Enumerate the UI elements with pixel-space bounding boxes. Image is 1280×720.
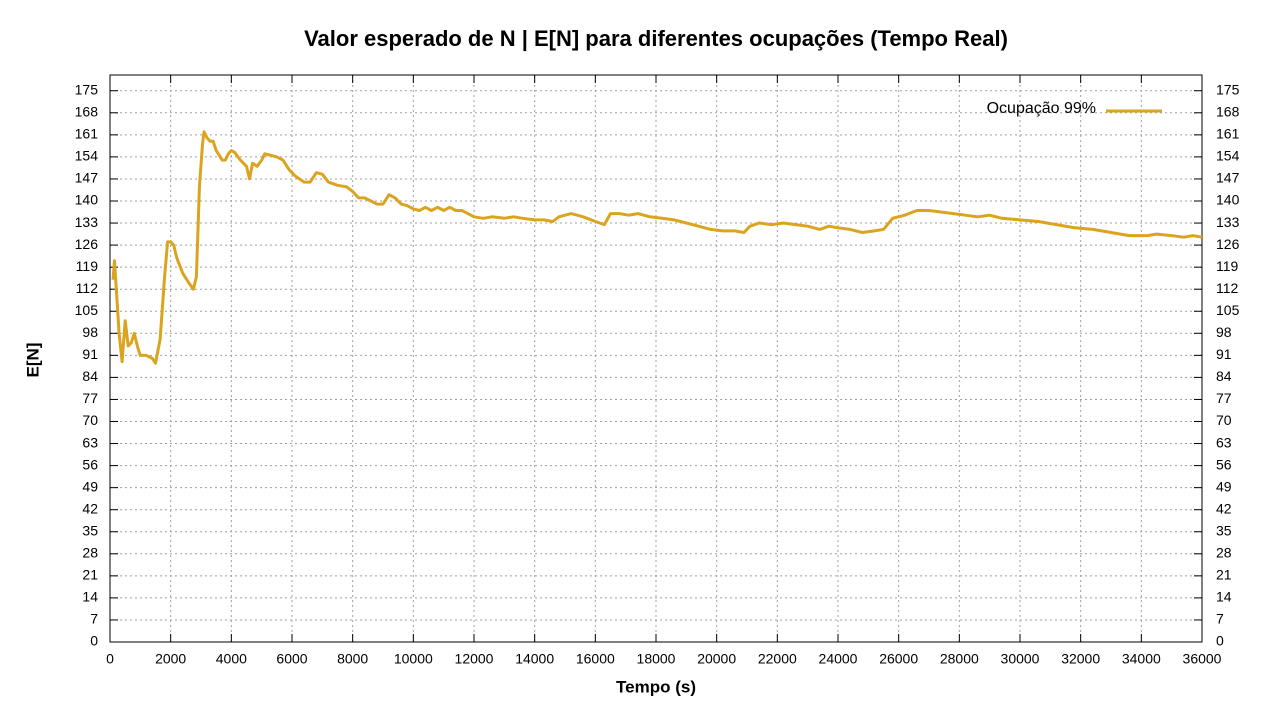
y2-tick-label: 133: [1216, 214, 1240, 230]
x-tick-label: 8000: [337, 651, 368, 667]
y-tick-label: 84: [82, 368, 98, 384]
y-tick-label: 77: [82, 390, 98, 406]
y2-tick-label: 98: [1216, 324, 1232, 340]
y2-tick-label: 42: [1216, 500, 1232, 516]
y2-tick-label: 77: [1216, 390, 1232, 406]
x-axis-label: Tempo (s): [616, 677, 696, 696]
y2-tick-label: 7: [1216, 611, 1224, 627]
x-tick-label: 2000: [155, 651, 186, 667]
chart-title: Valor esperado de N | E[N] para diferent…: [304, 26, 1008, 51]
y-tick-label: 35: [82, 522, 98, 538]
y2-tick-label: 112: [1216, 280, 1239, 296]
y2-tick-label: 28: [1216, 545, 1232, 561]
y2-tick-label: 126: [1216, 236, 1240, 252]
x-tick-label: 6000: [276, 651, 307, 667]
y2-tick-label: 63: [1216, 434, 1232, 450]
legend-label: Ocupação 99%: [987, 100, 1096, 117]
x-tick-label: 26000: [879, 651, 918, 667]
y-tick-label: 161: [75, 126, 99, 142]
y2-tick-label: 21: [1216, 567, 1232, 583]
x-tick-label: 22000: [758, 651, 797, 667]
x-tick-label: 0: [106, 651, 114, 667]
y-tick-label: 98: [82, 324, 98, 340]
x-tick-label: 16000: [576, 651, 615, 667]
y2-tick-label: 105: [1216, 302, 1240, 318]
x-tick-label: 24000: [819, 651, 858, 667]
x-tick-label: 12000: [455, 651, 494, 667]
x-tick-label: 28000: [940, 651, 979, 667]
x-tick-label: 14000: [515, 651, 554, 667]
y-axis-label: E[N]: [23, 343, 42, 378]
y-tick-label: 175: [75, 81, 99, 97]
y2-tick-label: 84: [1216, 368, 1232, 384]
y-tick-label: 168: [75, 104, 99, 120]
y2-tick-label: 14: [1216, 589, 1232, 605]
y-tick-label: 133: [75, 214, 99, 230]
y-tick-label: 14: [82, 589, 98, 605]
y2-tick-label: 119: [1216, 258, 1239, 274]
y-tick-label: 56: [82, 456, 98, 472]
y2-tick-label: 49: [1216, 478, 1232, 494]
y-tick-label: 49: [82, 478, 98, 494]
y2-tick-label: 70: [1216, 412, 1232, 428]
y-tick-label: 70: [82, 412, 98, 428]
x-tick-label: 18000: [637, 651, 676, 667]
y-tick-label: 91: [82, 346, 98, 362]
y-tick-label: 140: [75, 192, 99, 208]
x-tick-label: 36000: [1183, 651, 1222, 667]
y-tick-label: 7: [90, 611, 98, 627]
y-tick-label: 112: [76, 280, 99, 296]
x-tick-label: 34000: [1122, 651, 1161, 667]
y-tick-label: 147: [75, 170, 99, 186]
y-tick-label: 42: [82, 500, 98, 516]
y-tick-label: 126: [75, 236, 99, 252]
y2-tick-label: 175: [1216, 81, 1240, 97]
y2-tick-label: 168: [1216, 104, 1240, 120]
y2-tick-label: 0: [1216, 633, 1224, 649]
y-tick-label: 28: [82, 545, 98, 561]
x-tick-label: 32000: [1061, 651, 1100, 667]
y2-tick-label: 147: [1216, 170, 1240, 186]
y2-tick-label: 35: [1216, 522, 1232, 538]
y2-tick-label: 91: [1216, 346, 1232, 362]
plot-frame: [109, 74, 1203, 643]
y2-tick-label: 154: [1216, 148, 1240, 164]
y-tick-label: 63: [82, 434, 98, 450]
x-tick-label: 10000: [394, 651, 433, 667]
y2-tick-label: 56: [1216, 456, 1232, 472]
data-line: [111, 130, 1203, 365]
y-tick-label: 21: [82, 567, 98, 583]
y-tick-label: 105: [75, 302, 99, 318]
x-tick-label: 4000: [216, 651, 247, 667]
x-tick-label: 30000: [1001, 651, 1040, 667]
x-tick-label: 20000: [697, 651, 736, 667]
y2-tick-label: 161: [1216, 126, 1240, 142]
y-tick-label: 0: [90, 633, 98, 649]
y2-tick-label: 140: [1216, 192, 1240, 208]
y-tick-label: 119: [76, 258, 99, 274]
y-tick-label: 154: [75, 148, 99, 164]
